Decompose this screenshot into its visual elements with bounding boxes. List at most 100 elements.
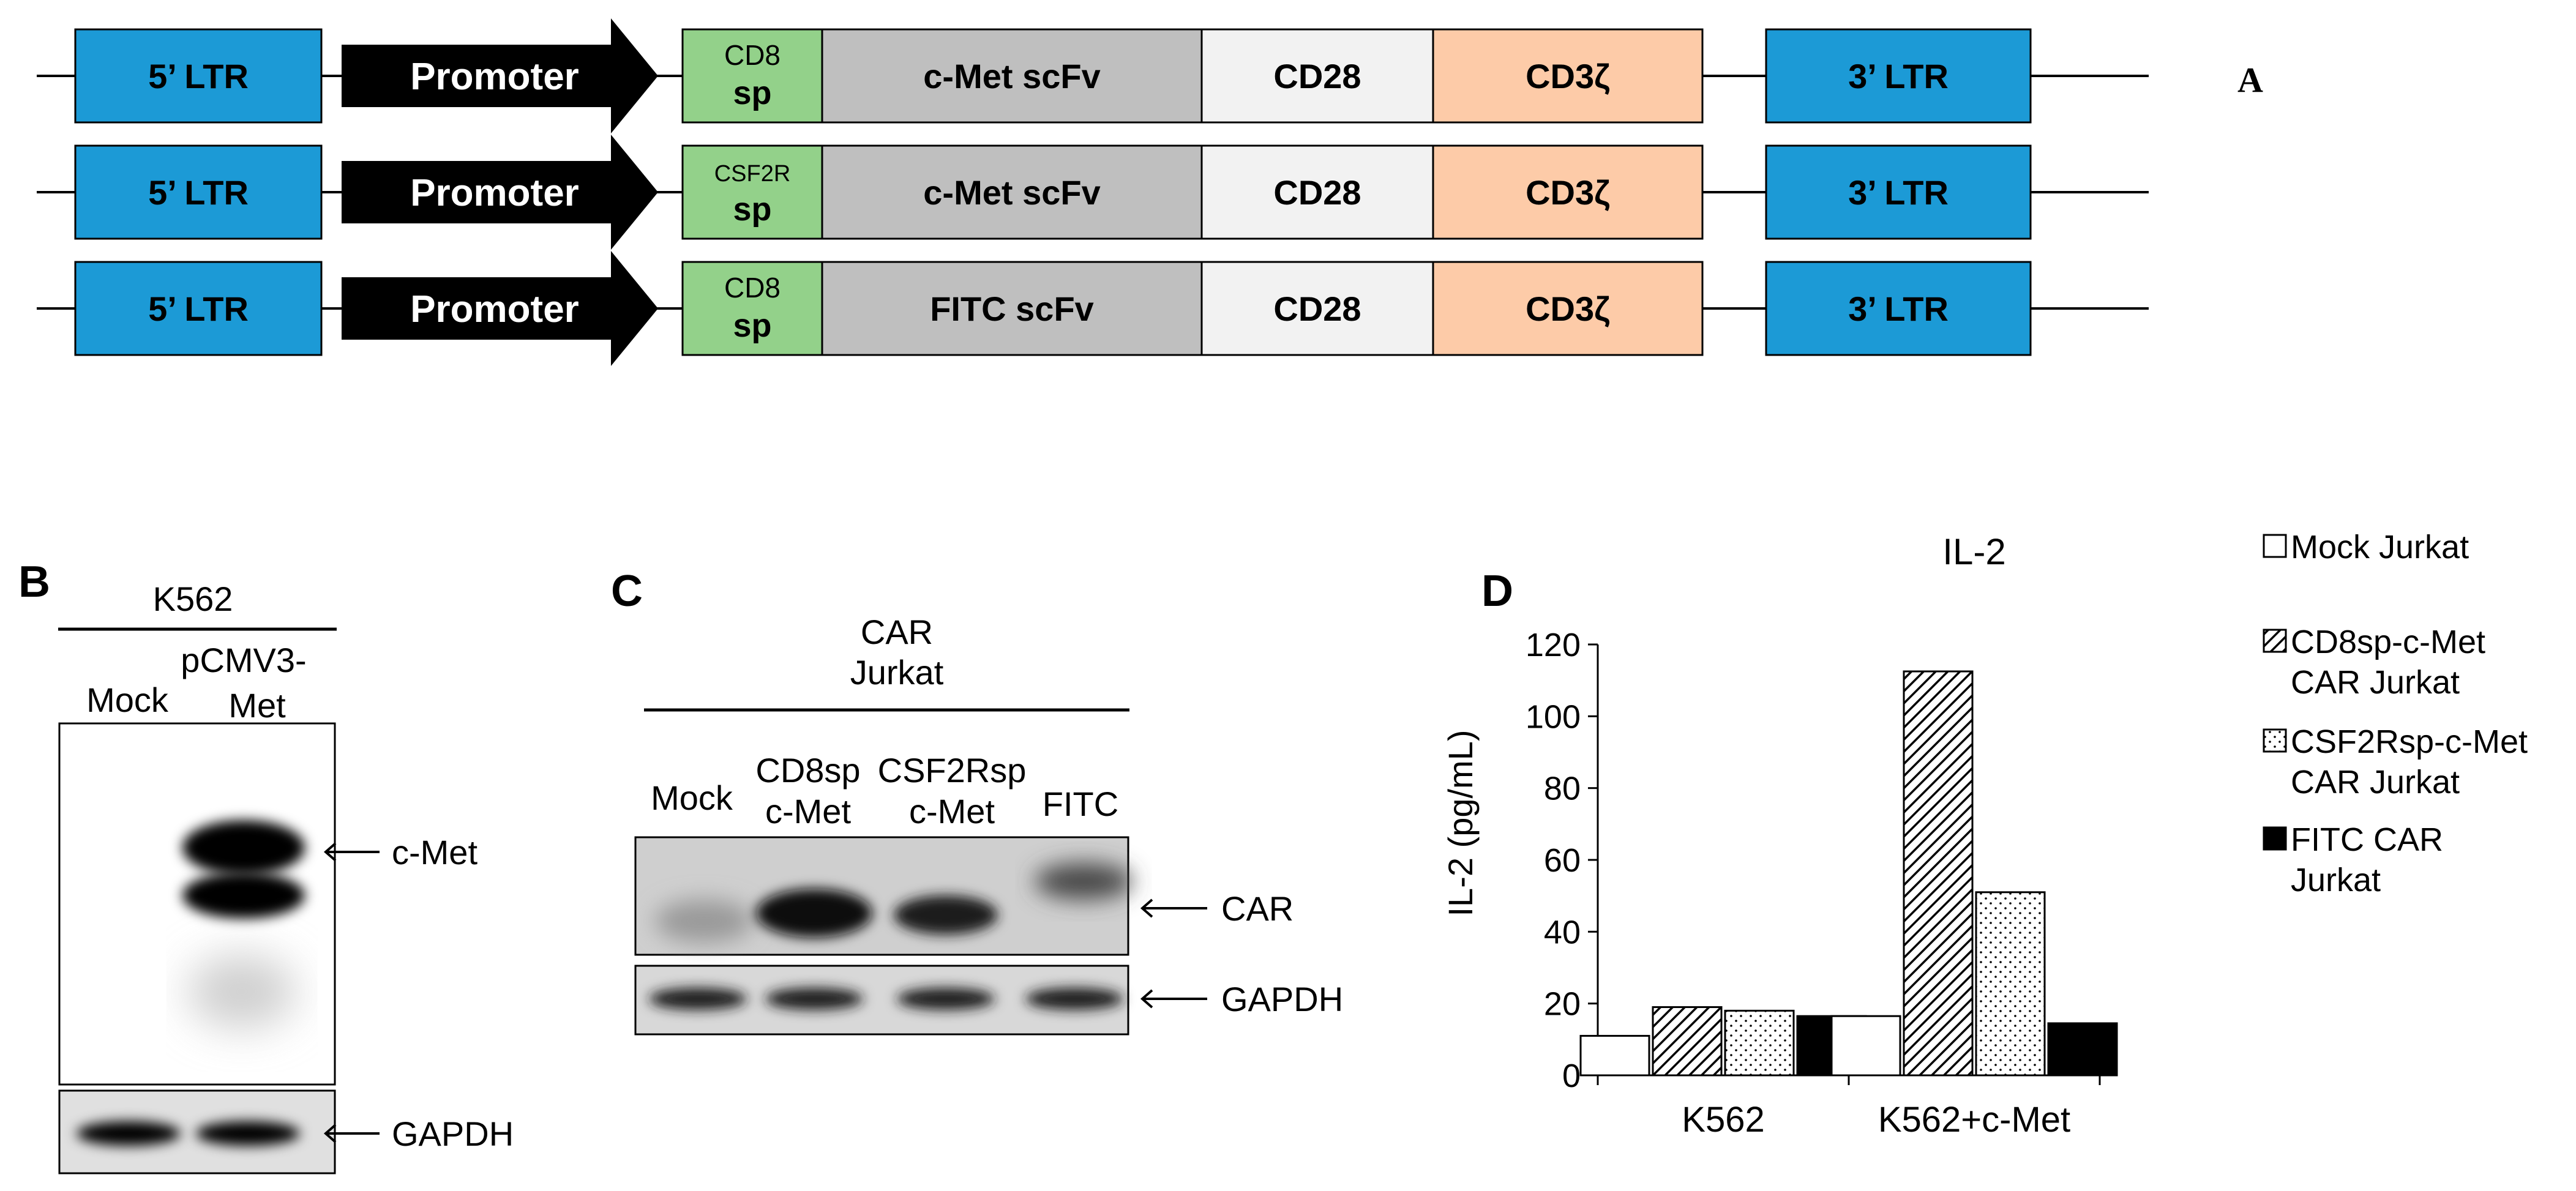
cd28-label: CD28 [1273, 57, 1361, 95]
panel-b: B K562 Mock pCMV3- Met c-Met GAPDH [18, 558, 514, 1174]
ltr3-label: 3’ LTR [1848, 289, 1949, 328]
cd3z-block [1432, 28, 1704, 124]
panel-c-car-band-mock [655, 900, 753, 943]
y-tick-label: 20 [1544, 986, 1581, 1023]
promoter-label: Promoter [410, 56, 579, 98]
panel-b-gapdh-band-1 [77, 1121, 181, 1146]
legend-label: CD8sp-c-Met [2291, 624, 2485, 660]
panel-b-label: B [18, 558, 50, 607]
cd28-block [1200, 144, 1434, 240]
chart-title: IL-2 [1942, 531, 2005, 572]
il2-bar-chart: 0 20 40 60 80 100 120 K562 K562+c-Met [1526, 627, 2118, 1140]
panel-c-gapdh-band-2 [765, 988, 863, 1010]
panel-c-gapdh-arrowhead [1140, 989, 1153, 1009]
chart-ylabel: IL-2 (pg/mL) [1441, 730, 1480, 917]
panel-d-label: D [1481, 567, 1513, 616]
cd28-block [1200, 28, 1434, 124]
signal-peptide-name: CSF2R [714, 161, 791, 187]
panel-c-header-line2: Jurkat [850, 653, 944, 692]
panel-c-label: C [611, 567, 643, 616]
scfv-label: c-Met scFv [923, 173, 1100, 212]
signal-peptide-sp: sp [733, 191, 771, 228]
panel-c-car-band-cd8sp [756, 889, 872, 938]
panel-c-lane-cd8sp-cmet: c-Met [765, 792, 851, 831]
chart-legend: Mock Jurkat CD8sp-c-Met CAR Jurkat CSF2Rsp-… [2263, 529, 2528, 898]
bar [1652, 1006, 1723, 1077]
ltr3-block [1765, 261, 2032, 356]
panel-b-header: K562 [153, 580, 233, 618]
panel-c-car-label: CAR [1221, 889, 1294, 928]
panel-b-cmet-band-upper [182, 820, 305, 875]
promoter-arrow [342, 18, 658, 133]
promoter-label: Promoter [410, 288, 579, 330]
bar [1975, 891, 2046, 1077]
cd3z-label: CD3ζ [1526, 57, 1610, 95]
legend-item: CD8sp-c-Met CAR Jurkat [2263, 624, 2485, 701]
panel-c-header-line1: CAR [861, 613, 933, 651]
ltr3-label: 3’ LTR [1848, 57, 1949, 95]
legend-label: CSF2Rsp-c-Met [2291, 723, 2528, 760]
x-category-label: K562 [1682, 1100, 1764, 1140]
panel-c-lane-cd8sp: CD8sp [755, 751, 860, 790]
panel-c-gapdh-label: GAPDH [1221, 980, 1343, 1018]
cd3z-block [1432, 261, 1704, 356]
ltr3-label: 3’ LTR [1848, 173, 1949, 212]
y-tick-label: 60 [1544, 842, 1581, 879]
cd28-label: CD28 [1273, 173, 1361, 212]
signal-peptide-sp: sp [733, 75, 771, 111]
ltr3-block [1765, 144, 2032, 240]
scfv-block [821, 28, 1203, 124]
legend-item: CSF2Rsp-c-Met CAR Jurkat [2263, 723, 2528, 801]
legend-label: CAR Jurkat [2291, 664, 2460, 701]
cd3z-block [1432, 144, 1704, 240]
ltr5-block [74, 28, 323, 124]
legend-label: FITC CAR [2291, 821, 2443, 858]
bar [2047, 1022, 2118, 1077]
panel-b-cmet-faint-band [188, 955, 296, 1028]
signal-peptide-block [681, 28, 823, 124]
legend-item: Mock Jurkat [2263, 529, 2469, 566]
legend-swatch [2263, 728, 2287, 753]
legend-label: Mock Jurkat [2291, 529, 2469, 566]
legend-swatch [2263, 826, 2287, 851]
panel-c-gapdh-band-4 [1025, 988, 1123, 1010]
signal-peptide-block [681, 144, 823, 240]
y-tick-label: 80 [1544, 771, 1581, 807]
panel-c-gapdh-band-1 [649, 988, 747, 1010]
signal-peptide-name: CD8 [724, 272, 781, 304]
ltr5-block [74, 144, 323, 240]
promoter-arrow [342, 135, 658, 250]
panel-b-lane-mock: Mock [86, 681, 169, 719]
bar [1903, 670, 1974, 1077]
construct-row-1: 5’ LTR Promoter CD8 sp c-Met scFv CD28 CD3ζ 3’ … [37, 18, 2149, 133]
legend-swatch [2263, 534, 2287, 558]
scfv-block [821, 144, 1203, 240]
panel-b-gapdh-arrowhead [323, 1124, 337, 1143]
promoter-label: Promoter [410, 172, 579, 214]
panel-c-lane-mock: Mock [651, 778, 733, 817]
panel-b-lane-met: Met [228, 686, 286, 725]
scfv-block [821, 261, 1203, 356]
scfv-label: FITC scFv [930, 289, 1094, 328]
signal-peptide-name: CD8 [724, 39, 781, 71]
cd3z-label: CD3ζ [1526, 289, 1610, 328]
signal-peptide-block [681, 261, 823, 356]
y-tick-label: 40 [1544, 914, 1581, 950]
legend-item: FITC CAR Jurkat [2263, 821, 2443, 898]
panel-b-gapdh-label: GAPDH [392, 1114, 514, 1153]
panel-d: D IL-2 IL-2 (pg/mL) 0 20 40 60 80 100 120 K562 K… [1441, 529, 2528, 1140]
panel-c-car-band-csf2rsp [894, 895, 998, 935]
panel-b-cmet-label: c-Met [392, 833, 477, 872]
cd28-label: CD28 [1273, 289, 1361, 328]
cd3z-label: CD3ζ [1526, 173, 1610, 212]
scfv-label: c-Met scFv [923, 57, 1100, 95]
bar [1830, 1015, 1901, 1077]
x-category-label: K562+c-Met [1878, 1100, 2070, 1140]
panel-c-car-band-fitc [1035, 863, 1133, 900]
promoter-arrow [342, 251, 658, 366]
y-tick-label: 0 [1562, 1058, 1581, 1094]
panel-b-lane-pcmv3: pCMV3- [181, 641, 306, 679]
bar [1724, 1009, 1795, 1077]
panel-c-lane-csf2rsp-cmet: c-Met [909, 792, 995, 831]
